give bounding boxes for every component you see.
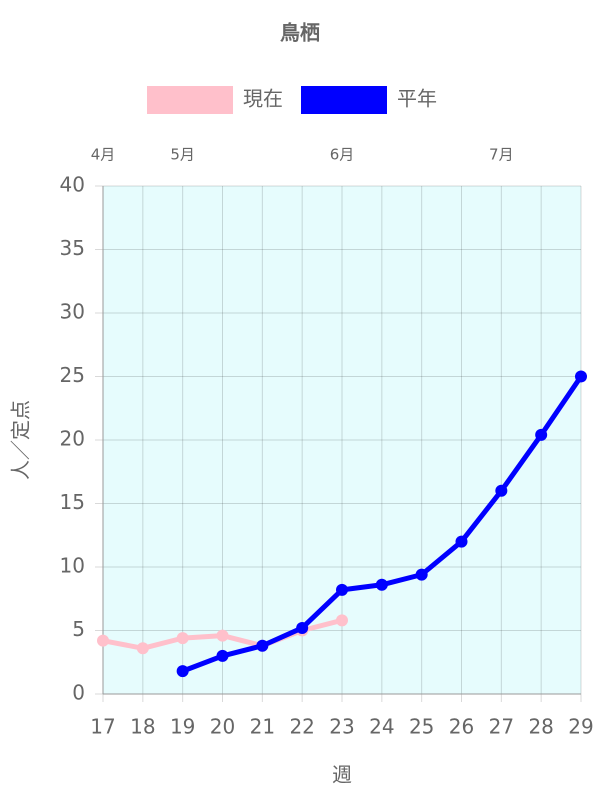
x-tick-label: 17 (90, 715, 115, 739)
y-tick-label: 35 (60, 236, 85, 260)
data-point (296, 621, 309, 634)
y-tick-label: 40 (60, 173, 85, 197)
legend-label: 現在 (243, 87, 283, 111)
x-tick-label: 25 (409, 715, 434, 739)
data-point (375, 578, 388, 591)
data-point (216, 629, 229, 642)
x-tick-label: 28 (528, 715, 553, 739)
data-point (176, 665, 189, 678)
x-tick-label: 24 (369, 715, 394, 739)
x-tick-label: 20 (210, 715, 235, 739)
x-tick-label: 23 (329, 715, 354, 739)
x-tick-label: 19 (170, 715, 195, 739)
y-tick-label: 0 (72, 681, 85, 705)
data-point (575, 370, 587, 383)
month-label: 4月 (91, 146, 116, 164)
x-tick-label: 22 (289, 715, 314, 739)
legend-label: 平年 (397, 87, 437, 111)
x-tick-label: 29 (568, 715, 593, 739)
data-point (415, 568, 428, 581)
data-point (336, 614, 348, 627)
data-point (136, 642, 149, 655)
data-point (176, 632, 189, 645)
plot-background (103, 186, 581, 694)
y-tick-label: 20 (60, 427, 85, 451)
data-point (336, 583, 348, 596)
data-point (535, 428, 548, 441)
legend-swatch (147, 86, 233, 114)
x-tick-label: 27 (489, 715, 514, 739)
data-point (256, 639, 269, 652)
legend-swatch (301, 86, 387, 114)
y-tick-label: 15 (60, 490, 85, 514)
y-axis-label: 人／定点 (9, 400, 33, 480)
month-label: 7月 (489, 146, 514, 164)
y-tick-label: 25 (60, 363, 85, 387)
y-tick-label: 5 (72, 617, 85, 641)
x-tick-label: 26 (449, 715, 474, 739)
y-tick-label: 10 (60, 554, 85, 578)
data-point (97, 634, 109, 647)
data-point (216, 649, 229, 662)
data-point (455, 535, 468, 548)
data-point (495, 484, 508, 497)
y-tick-label: 30 (60, 300, 85, 324)
x-tick-label: 18 (130, 715, 155, 739)
month-label: 6月 (330, 146, 355, 164)
chart-title: 鳥栖 (280, 21, 320, 45)
month-label: 5月 (170, 146, 195, 164)
x-tick-label: 21 (250, 715, 275, 739)
x-axis-label: 週 (332, 763, 352, 787)
